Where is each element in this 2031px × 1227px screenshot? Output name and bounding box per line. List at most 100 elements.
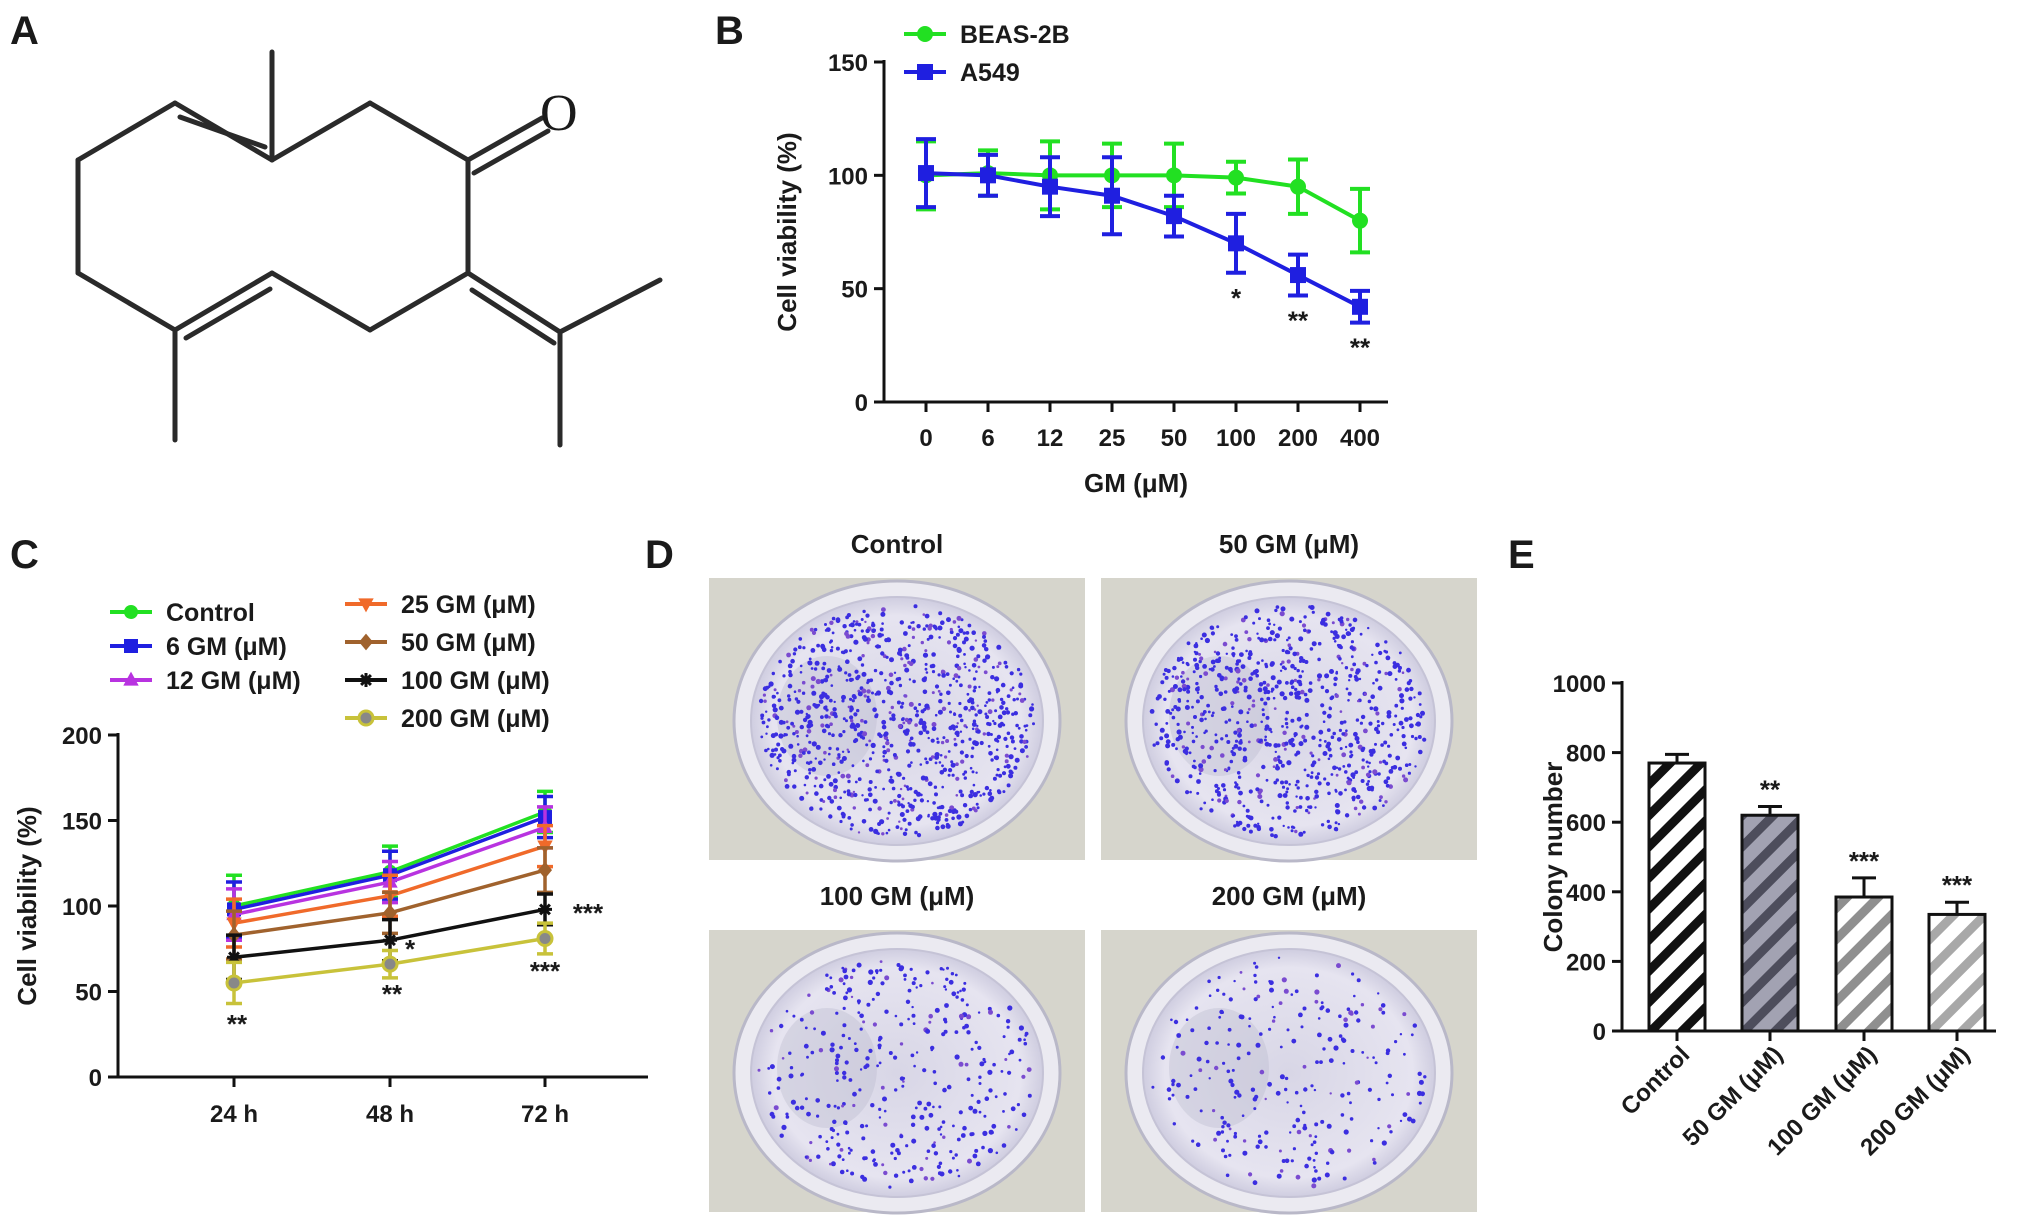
colony <box>767 718 771 722</box>
colony <box>1290 718 1295 723</box>
colony <box>987 1069 993 1075</box>
colony <box>818 783 824 789</box>
colony <box>1320 1119 1325 1124</box>
colony <box>891 786 896 791</box>
colony <box>966 1030 971 1035</box>
colony <box>841 966 845 970</box>
colony <box>1280 780 1284 785</box>
colony <box>955 995 959 999</box>
colony <box>1354 1080 1359 1085</box>
bar-e <box>1740 813 1800 1033</box>
colony <box>962 1125 967 1131</box>
colony <box>957 821 963 827</box>
colony <box>893 671 897 674</box>
colony <box>923 1176 928 1181</box>
colony <box>1340 1037 1345 1042</box>
colony <box>1221 1148 1225 1153</box>
colony <box>1279 669 1283 672</box>
colony <box>1353 994 1356 998</box>
colony <box>781 1057 785 1060</box>
colony <box>1276 743 1281 748</box>
colony <box>813 627 818 632</box>
colony <box>963 662 966 666</box>
colony <box>880 1085 885 1090</box>
colony <box>839 819 843 824</box>
colony <box>944 988 948 991</box>
bar-e <box>1927 912 1987 1033</box>
colony <box>992 776 997 781</box>
y-tick-label-c: 0 <box>89 1065 102 1092</box>
y-tick-label-b: 150 <box>828 50 868 77</box>
colony <box>1353 806 1358 811</box>
colony <box>932 1105 935 1109</box>
colony <box>768 681 774 687</box>
colony <box>911 1005 914 1009</box>
colony <box>824 987 829 991</box>
colony <box>1276 1173 1282 1179</box>
colony <box>919 1166 924 1172</box>
colony <box>1204 729 1208 733</box>
colony <box>796 734 799 738</box>
colony <box>1365 760 1369 764</box>
colony <box>857 1011 861 1014</box>
colony <box>871 751 875 755</box>
colony <box>945 977 949 981</box>
colony <box>977 1045 982 1050</box>
colony <box>977 709 983 715</box>
colony <box>950 972 955 976</box>
colony <box>1333 826 1339 832</box>
colony <box>925 1028 931 1034</box>
colony <box>1259 1069 1265 1075</box>
colony <box>830 1042 835 1047</box>
colony <box>1231 705 1234 708</box>
colony <box>975 1161 981 1167</box>
colony <box>824 714 829 719</box>
colony <box>1419 715 1423 719</box>
colony <box>1417 691 1422 696</box>
colony <box>1199 695 1204 700</box>
colony <box>771 694 776 699</box>
colony <box>1309 775 1314 779</box>
colony <box>1004 759 1009 764</box>
y-tick-label-c: 100 <box>62 894 102 921</box>
colony <box>1285 790 1289 794</box>
colony <box>1404 687 1410 692</box>
colony <box>989 789 992 792</box>
colony <box>925 970 930 975</box>
colony <box>844 631 849 636</box>
colony <box>1212 1109 1216 1113</box>
colony <box>910 1053 915 1058</box>
colony <box>786 769 791 775</box>
colony <box>1303 1087 1308 1092</box>
colony <box>1000 682 1006 688</box>
colony <box>1358 677 1362 681</box>
colony <box>1298 682 1303 687</box>
legend-label-b: BEAS-2B <box>960 21 1070 49</box>
colony <box>889 743 894 748</box>
colony <box>933 785 938 789</box>
colony <box>849 975 854 980</box>
colony <box>845 719 848 723</box>
colony <box>833 795 838 799</box>
colony <box>857 656 863 662</box>
colony <box>897 724 903 729</box>
colony <box>942 767 948 772</box>
colony <box>826 774 831 779</box>
colony <box>1294 1090 1299 1095</box>
colony <box>1005 763 1011 769</box>
colony <box>809 1141 813 1145</box>
colony <box>1348 673 1353 678</box>
colony <box>791 761 795 765</box>
colony <box>1327 791 1331 796</box>
colony <box>1343 720 1347 724</box>
colony <box>835 1011 839 1015</box>
colony <box>1290 679 1295 684</box>
colony <box>946 966 949 970</box>
colony <box>1406 1092 1411 1096</box>
colony <box>1171 1082 1175 1087</box>
colony <box>865 763 870 768</box>
colony <box>1404 746 1408 750</box>
colony <box>1299 795 1303 800</box>
colony <box>971 722 977 727</box>
